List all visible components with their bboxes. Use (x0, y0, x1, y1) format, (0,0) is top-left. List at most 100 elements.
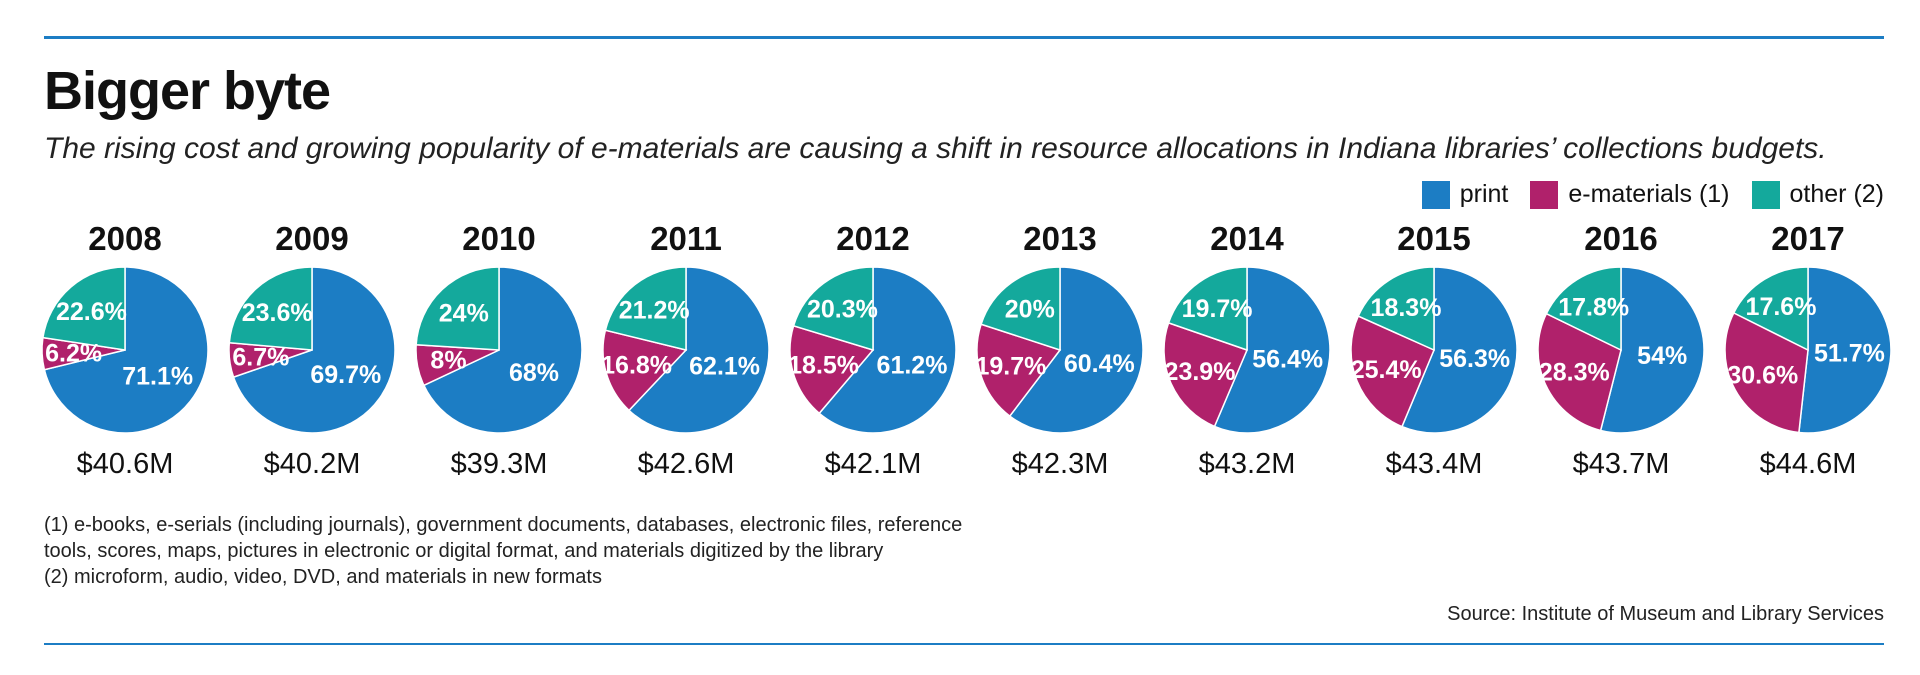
pie-year-label: 2009 (275, 220, 348, 257)
chart-title: Bigger byte (44, 61, 331, 121)
pie-slice-print (422, 266, 583, 434)
pie-2013: 2013 60.4% 19.7% 20% $42.3M (975, 220, 1144, 480)
pie-2008: 2008 71.1% 6.2% 22.6% $40.6M (41, 220, 209, 480)
pie-slice-other (604, 266, 687, 351)
pie-label-other: 18.3% (1371, 294, 1442, 322)
pie-label-e-materials: 19.7% (975, 352, 1046, 380)
pie-year-label: 2013 (1023, 220, 1096, 257)
pie-slice-e-materials (1163, 321, 1249, 428)
pie-total-label: $43.4M (1386, 448, 1483, 480)
pie-2015: 2015 56.3% 25.4% 18.3% $43.4M (1350, 220, 1518, 480)
pie-total-label: $42.1M (825, 448, 922, 480)
pie-slice-other (228, 266, 313, 351)
pie-label-e-materials: 16.8% (601, 352, 672, 380)
pie-label-print: 56.3% (1439, 345, 1510, 373)
pie-label-print: 51.7% (1814, 339, 1885, 367)
pie-year-label: 2015 (1397, 220, 1470, 257)
pie-total-label: $43.7M (1573, 448, 1670, 480)
footnotes: (1) e-books, e-serials (including journa… (44, 512, 1004, 590)
legend: print e-materials (1) other (2) (1421, 180, 1884, 209)
pie-slice-print (1401, 266, 1518, 434)
pie-label-other: 19.7% (1182, 295, 1253, 323)
pie-2009: 2009 69.7% 6.7% 23.6% $40.2M (228, 220, 396, 480)
pie-slice-e-materials (976, 323, 1062, 418)
pie-label-print: 68% (509, 359, 559, 387)
pie-label-e-materials: 28.3% (1539, 359, 1610, 387)
pie-total-label: $42.6M (638, 448, 735, 480)
pie-slice-e-materials (602, 329, 688, 412)
pie-2017: 2017 51.7% 30.6% 17.6% $44.6M (1724, 220, 1892, 480)
pie-total-label: $42.3M (1012, 448, 1109, 480)
pie-slice-other (1545, 266, 1622, 352)
pie-year-label: 2012 (836, 220, 909, 257)
pie-label-print: 71.1% (122, 363, 193, 391)
pie-label-print: 62.1% (689, 352, 760, 380)
pie-slice-other (792, 266, 874, 352)
pie-total-label: $40.6M (77, 448, 174, 480)
pie-total-label: $39.3M (451, 448, 548, 480)
top-rule (44, 36, 1884, 39)
pie-label-e-materials: 6.2% (45, 339, 102, 367)
legend-item-print: print (1421, 180, 1509, 209)
pie-label-print: 56.4% (1252, 345, 1323, 373)
pie-2016: 2016 54% 28.3% 17.8% $43.7M (1537, 220, 1705, 480)
pie-label-e-materials: 30.6% (1727, 362, 1798, 390)
pie-year-label: 2017 (1771, 220, 1844, 257)
pie-2012: 2012 61.2% 18.5% 20.3% $42.1M (788, 220, 957, 480)
pie-label-e-materials: 6.7% (232, 343, 289, 371)
pie-label-other: 17.6% (1746, 293, 1817, 321)
pie-slice-e-materials (1724, 311, 1809, 434)
pie-slice-other (1732, 266, 1809, 352)
legend-item-e-materials: e-materials (1) (1530, 180, 1730, 209)
pie-label-e-materials: 18.5% (788, 352, 859, 380)
pie-label-e-materials: 8% (430, 347, 466, 375)
footnote-2: (2) microform, audio, video, DVD, and ma… (44, 566, 602, 588)
pie-label-print: 60.4% (1064, 350, 1135, 378)
legend-item-other: other (2) (1751, 180, 1884, 209)
pie-slice-other (980, 266, 1061, 352)
pie-slice-print (627, 266, 770, 434)
pie-slice-e-materials (789, 324, 875, 415)
footnote-1-line-2: tools, scores, maps, pictures in electro… (44, 540, 884, 562)
pie-label-other: 22.6% (56, 298, 127, 326)
pie-slice-print (1008, 266, 1144, 434)
pie-2014: 2014 56.4% 23.9% 19.7% $43.2M (1163, 220, 1331, 480)
pie-total-label: $44.6M (1760, 448, 1857, 480)
pie-slice-other (415, 266, 500, 351)
pie-label-print: 61.2% (877, 351, 948, 379)
pie-label-other: 17.8% (1558, 293, 1629, 321)
chart-subtitle: The rising cost and growing popularity o… (44, 132, 1827, 165)
pie-slice-print (1599, 266, 1705, 434)
pie-charts: 2008 71.1% 6.2% 22.6% $40.6M 2009 69.7% 6.7% 23.… (41, 220, 1892, 480)
pie-slice-e-materials (1537, 312, 1622, 432)
pie-label-other: 20% (1005, 295, 1055, 323)
pie-slice-print (818, 266, 957, 434)
pie-year-label: 2008 (88, 220, 161, 257)
pie-2010: 2010 68% 8% 24% $39.3M (415, 220, 583, 480)
pie-label-print: 69.7% (310, 361, 381, 389)
bottom-rule (44, 643, 1884, 645)
legend-swatch-other (1751, 180, 1780, 209)
legend-label-e-materials: e-materials (1) (1568, 180, 1730, 208)
pie-label-print: 54% (1637, 342, 1687, 370)
pie-slice-other (1167, 266, 1248, 352)
pie-label-other: 24% (439, 300, 489, 328)
pie-2011: 2011 62.1% 16.8% 21.2% $42.6M (601, 220, 770, 480)
pie-total-label: $43.2M (1199, 448, 1296, 480)
pie-total-label: $40.2M (264, 448, 361, 480)
pie-slice-print (232, 266, 396, 434)
pie-year-label: 2014 (1210, 220, 1284, 257)
legend-label-print: print (1459, 180, 1509, 208)
legend-swatch-e-materials (1530, 180, 1559, 209)
pie-slice-print (1213, 266, 1331, 434)
pie-slice-other (1357, 266, 1435, 352)
pie-label-e-materials: 23.9% (1165, 358, 1236, 386)
pie-label-e-materials: 25.4% (1351, 356, 1422, 384)
pie-year-label: 2010 (462, 220, 535, 257)
pie-label-other: 20.3% (807, 296, 878, 324)
pie-slice-print (43, 266, 209, 434)
pie-label-other: 21.2% (619, 297, 690, 325)
pie-slice-print (1798, 266, 1892, 434)
footnote-1-line-1: (1) e-books, e-serials (including journa… (44, 514, 963, 536)
legend-label-other: other (2) (1789, 180, 1884, 208)
